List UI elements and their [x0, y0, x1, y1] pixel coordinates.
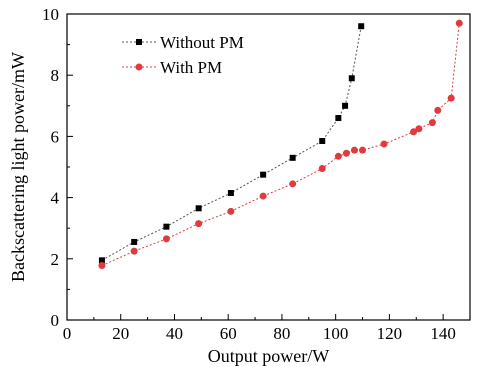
data-point — [318, 165, 326, 173]
data-point — [162, 235, 170, 243]
legend-item-with-pm: With PM — [122, 58, 222, 77]
y-tick-label: 8 — [51, 66, 60, 85]
data-point — [163, 223, 170, 230]
data-point — [195, 205, 202, 212]
series-with-pm — [98, 19, 463, 270]
data-point — [447, 94, 455, 102]
data-point — [380, 140, 388, 148]
x-tick-label: 80 — [273, 324, 290, 343]
data-point — [434, 106, 442, 114]
data-point — [131, 238, 138, 245]
x-tick-label: 40 — [166, 324, 183, 343]
data-point — [195, 220, 203, 228]
y-tick-label: 2 — [51, 250, 60, 269]
x-axis-title: Output power/W — [208, 346, 329, 366]
data-point — [350, 146, 358, 154]
data-point — [259, 192, 267, 200]
series-line — [101, 23, 460, 266]
legend-item-without-pm: Without PM — [122, 33, 244, 52]
data-point — [289, 180, 297, 188]
data-point — [410, 128, 418, 136]
x-tick-label: 20 — [112, 324, 129, 343]
legend-label-with-pm: With PM — [160, 58, 222, 77]
data-point — [335, 115, 342, 122]
plot-frame — [66, 13, 471, 321]
x-tick-label: 0 — [63, 324, 72, 343]
y-axis-title: Backscattering light power/mW — [8, 52, 28, 282]
data-point — [98, 257, 105, 264]
data-point — [455, 19, 463, 27]
data-point — [260, 171, 267, 178]
data-point — [342, 102, 349, 109]
data-point — [348, 75, 355, 82]
x-tick-label: 100 — [323, 324, 349, 343]
x-tick-label: 60 — [220, 324, 237, 343]
data-point — [98, 262, 106, 270]
data-point — [428, 119, 436, 127]
y-tick-label: 0 — [51, 311, 60, 330]
axes — [66, 13, 471, 321]
legend-marker-without-pm — [136, 39, 142, 45]
data-point — [227, 207, 235, 215]
series-line — [101, 26, 362, 261]
y-tick-label: 6 — [51, 127, 60, 146]
legend-marker-with-pm — [135, 63, 143, 71]
data-point — [130, 247, 138, 255]
tick-labels: 0 20 40 60 80 100 120 140 0 2 4 6 8 10 — [42, 5, 456, 343]
x-tick-label: 120 — [377, 324, 403, 343]
data-point — [359, 146, 367, 154]
y-tick-label: 4 — [51, 189, 60, 208]
data-point — [227, 190, 234, 197]
data-point — [319, 137, 326, 144]
legend-label-without-pm: Without PM — [160, 33, 244, 52]
data-point — [415, 125, 423, 133]
series-without-pm — [98, 23, 365, 264]
legend: Without PM With PM — [122, 33, 244, 77]
data-point — [342, 149, 350, 157]
y-tick-label: 10 — [42, 5, 59, 24]
data-point — [358, 23, 365, 30]
x-tick-label: 140 — [430, 324, 456, 343]
plot-area — [98, 19, 463, 270]
data-point — [289, 154, 296, 161]
data-point — [334, 152, 342, 160]
